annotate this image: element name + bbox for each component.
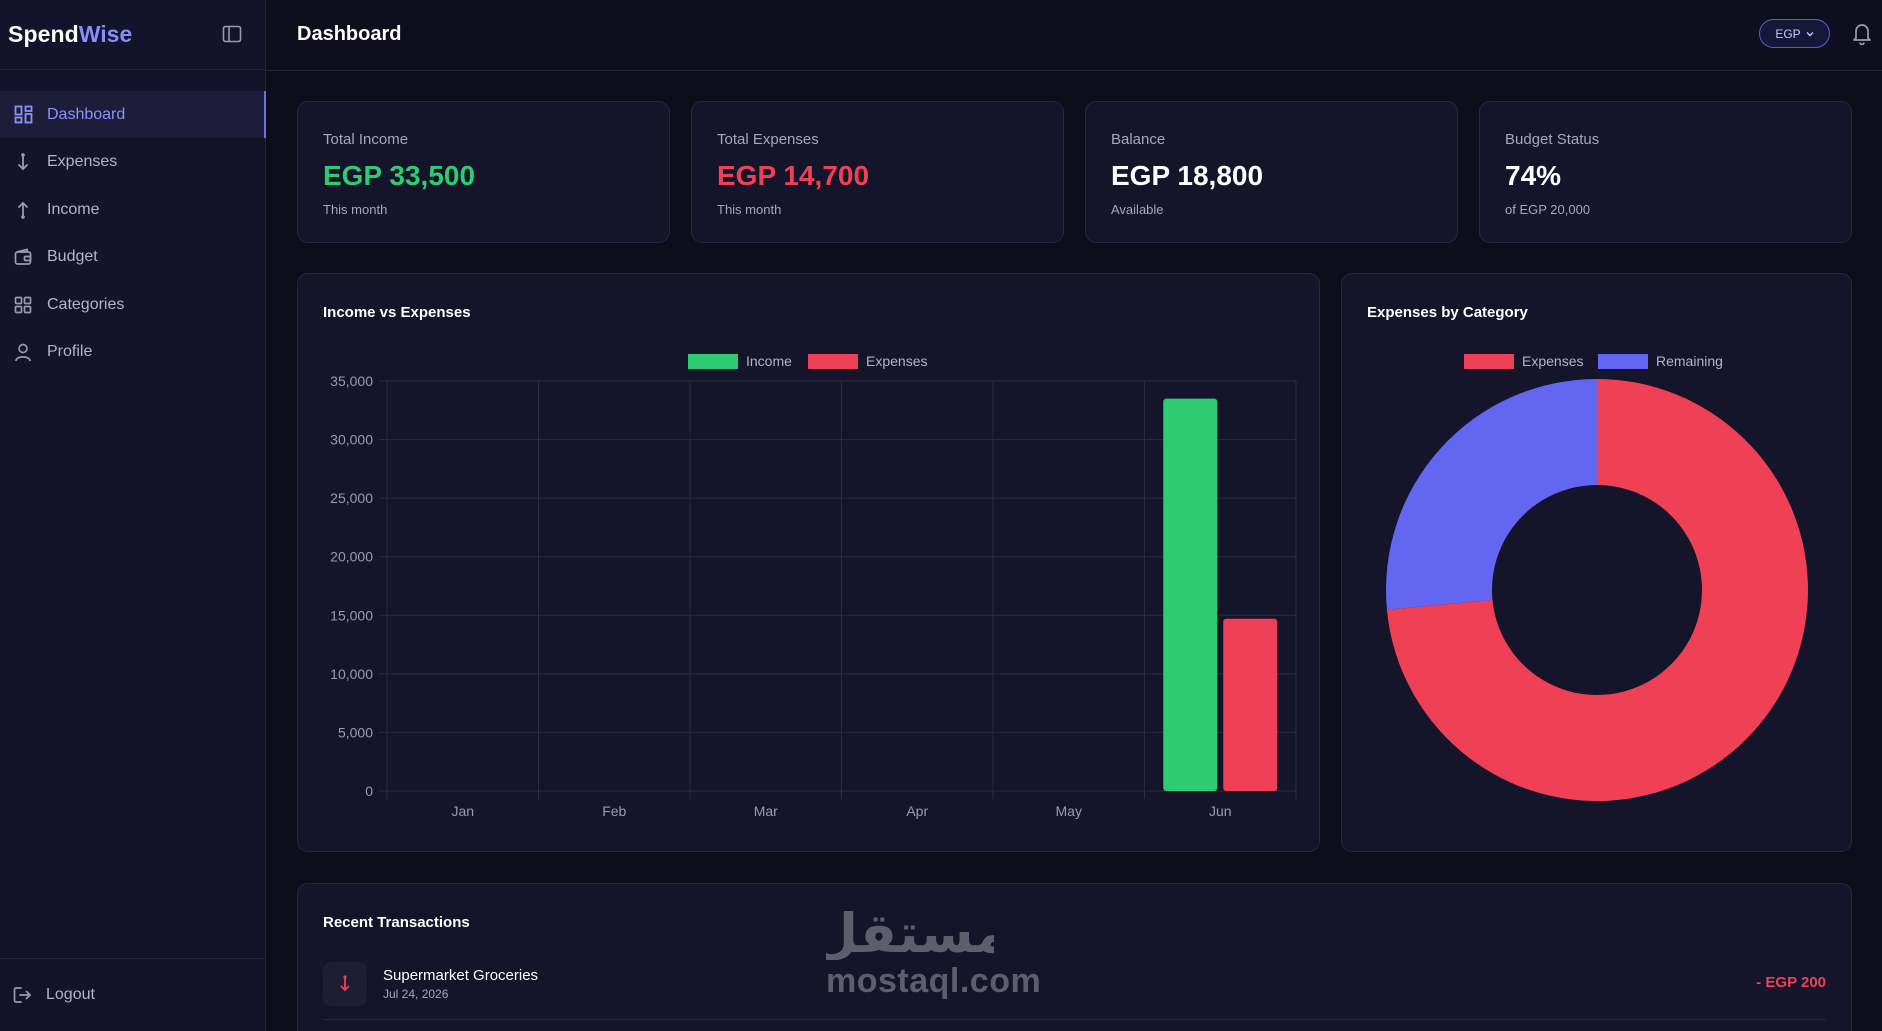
stat-label: Total Expenses bbox=[717, 131, 819, 148]
stat-label: Total Income bbox=[323, 131, 409, 148]
bar-expenses bbox=[1223, 618, 1278, 791]
legend-swatch bbox=[808, 354, 858, 369]
arrow-down-icon bbox=[323, 962, 367, 1006]
sidebar-item-label: Categories bbox=[47, 295, 125, 313]
y-tick-label: 25,000 bbox=[330, 490, 373, 506]
stat-value: EGP 18,800 bbox=[1111, 160, 1264, 191]
panel-title: Recent Transactions bbox=[323, 914, 470, 931]
stat-card-budget: Budget Status 74% of EGP 20,000 bbox=[1479, 101, 1852, 243]
sidebar-item-label: Budget bbox=[47, 248, 98, 265]
legend-label: Expenses bbox=[1522, 353, 1583, 369]
x-tick-label: Apr bbox=[906, 803, 928, 819]
sidebar-item-expenses[interactable]: Expenses bbox=[0, 139, 265, 186]
legend-swatch bbox=[1464, 354, 1514, 369]
donut-slice-remaining bbox=[1386, 379, 1597, 610]
sidebar-item-label: Profile bbox=[47, 343, 93, 360]
bell-icon[interactable] bbox=[1851, 21, 1873, 45]
income-expenses-chart: 0 5,000 10,000 15,000 20,000 25,000 30,000 35,0… bbox=[330, 353, 1297, 819]
y-tick-label: 30,000 bbox=[330, 432, 373, 448]
sidebar-item-budget[interactable]: Budget bbox=[0, 234, 265, 281]
currency-select[interactable]: EGP bbox=[1759, 19, 1830, 48]
brand: Spend Wise bbox=[0, 0, 265, 70]
transaction-row[interactable]: Supermarket Groceries Jul 24, 2026 - EGP… bbox=[323, 962, 1826, 1020]
transaction-amount: - EGP 200 bbox=[1756, 974, 1826, 991]
y-tick-label: 10,000 bbox=[330, 666, 373, 682]
dashboard-icon bbox=[13, 105, 33, 125]
x-tick-label: Jun bbox=[1209, 803, 1232, 819]
y-tick-label: 0 bbox=[365, 783, 373, 799]
stat-sub: Available bbox=[1111, 202, 1164, 217]
sidebar-toggle-icon[interactable] bbox=[221, 23, 243, 45]
panel-title: Expenses by Category bbox=[1367, 304, 1528, 321]
transactions-panel: Recent Transactions Supermarket Grocerie… bbox=[297, 883, 1852, 1031]
legend-label: Income bbox=[746, 353, 792, 369]
stat-label: Balance bbox=[1111, 131, 1166, 148]
sidebar-item-label: Expenses bbox=[47, 153, 118, 170]
user-icon bbox=[13, 342, 33, 362]
legend-label: Expenses bbox=[866, 353, 927, 369]
y-tick-label: 5,000 bbox=[338, 724, 373, 740]
legend-label: Remaining bbox=[1656, 353, 1723, 369]
y-tick-label: 20,000 bbox=[330, 549, 373, 565]
sidebar-item-label: Dashboard bbox=[47, 105, 126, 123]
donut-slice-expenses bbox=[1386, 379, 1808, 801]
arrow-down-icon bbox=[13, 152, 33, 172]
stat-card-expenses: Total Expenses EGP 14,700 This month bbox=[691, 101, 1064, 243]
stat-card-balance: Balance EGP 18,800 Available bbox=[1085, 101, 1458, 243]
x-tick-label: Jan bbox=[451, 803, 474, 819]
stat-sub: This month bbox=[323, 202, 388, 217]
sidebar-nav: Dashboard Expenses Income Budget Categor… bbox=[0, 91, 266, 376]
income-expenses-panel: Income vs Expenses 0 5,000 10,000 15,000 20,… bbox=[297, 273, 1320, 852]
panel-title: Income vs Expenses bbox=[323, 304, 471, 321]
stat-card-income: Total Income EGP 33,500 This month bbox=[297, 101, 670, 243]
page-title: Dashboard bbox=[297, 23, 402, 45]
chevron-down-icon bbox=[1806, 31, 1814, 36]
logout-button[interactable]: Logout bbox=[0, 958, 265, 1031]
arrow-up-icon bbox=[13, 200, 33, 220]
transaction-date: Jul 24, 2026 bbox=[383, 987, 449, 1001]
x-tick-label: Feb bbox=[602, 803, 626, 819]
stat-label: Budget Status bbox=[1505, 131, 1600, 148]
legend-swatch bbox=[688, 354, 738, 369]
sidebar-item-dashboard[interactable]: Dashboard bbox=[0, 91, 266, 138]
category-panel: Expenses by Category Expenses Remaining bbox=[1341, 273, 1852, 852]
brand-accent: Wise bbox=[78, 21, 133, 47]
logout-icon bbox=[12, 985, 32, 1005]
top-header: Dashboard EGP bbox=[266, 0, 1882, 71]
legend-swatch bbox=[1598, 354, 1648, 369]
logout-label: Logout bbox=[46, 986, 95, 1003]
bar-income bbox=[1163, 398, 1218, 791]
sidebar-item-income[interactable]: Income bbox=[0, 186, 265, 233]
stat-value: EGP 33,500 bbox=[323, 160, 476, 191]
brand-name: Spend bbox=[8, 21, 79, 47]
x-tick-label: Mar bbox=[754, 803, 778, 819]
expenses-category-chart: Expenses Remaining bbox=[1386, 353, 1808, 801]
transaction-name: Supermarket Groceries bbox=[383, 967, 539, 984]
wallet-icon bbox=[13, 247, 33, 267]
sidebar-item-profile[interactable]: Profile bbox=[0, 329, 265, 376]
stat-sub: of EGP 20,000 bbox=[1505, 202, 1591, 217]
x-tick-label: May bbox=[1056, 803, 1082, 819]
sidebar-item-label: Income bbox=[47, 200, 100, 218]
currency-value: EGP bbox=[1775, 26, 1801, 41]
stat-sub: This month bbox=[717, 202, 782, 217]
stat-value: EGP 14,700 bbox=[717, 160, 870, 191]
grid-icon bbox=[13, 295, 33, 315]
y-tick-label: 15,000 bbox=[330, 607, 373, 623]
stat-value: 74% bbox=[1505, 160, 1562, 191]
y-tick-label: 35,000 bbox=[330, 373, 373, 389]
sidebar-item-categories[interactable]: Categories bbox=[0, 281, 265, 328]
sidebar: Spend Wise Dashboard Expenses Income bbox=[0, 0, 266, 1031]
